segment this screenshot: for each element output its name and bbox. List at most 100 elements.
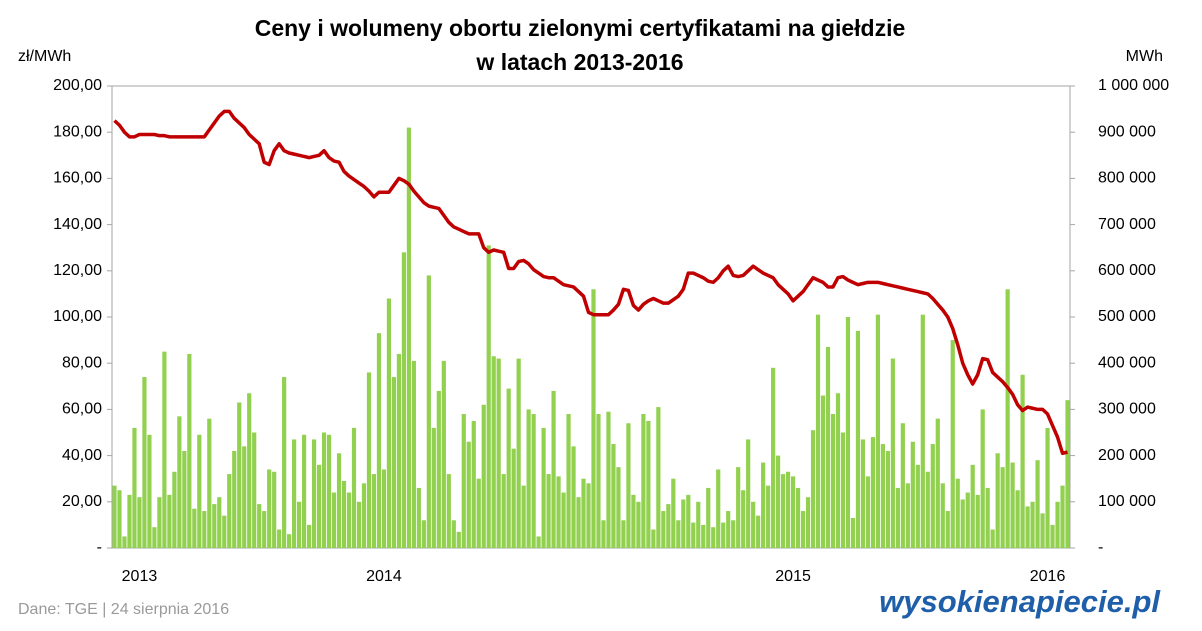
bar — [1035, 460, 1040, 548]
bar — [1060, 485, 1065, 548]
bar — [297, 501, 302, 548]
bar — [840, 432, 846, 548]
bar — [781, 474, 786, 548]
bar — [471, 420, 476, 548]
bar — [980, 409, 985, 548]
bar — [835, 393, 841, 548]
bar — [1050, 524, 1055, 548]
y2-tick-label: - — [1098, 539, 1103, 556]
x-tick-label: 2016 — [1030, 568, 1066, 585]
y-tick-label: 140,00 — [53, 216, 102, 233]
bar — [701, 524, 706, 548]
bar — [396, 353, 401, 548]
bar — [411, 360, 416, 548]
bar — [955, 478, 960, 548]
bar — [890, 358, 895, 548]
bar — [341, 481, 347, 548]
bar — [915, 464, 920, 548]
bar — [511, 448, 516, 548]
bar — [676, 520, 681, 548]
bar — [731, 520, 736, 548]
bar — [795, 487, 801, 548]
bar — [860, 439, 866, 548]
bar — [805, 497, 811, 548]
bar — [910, 441, 915, 548]
y2-tick-label: 700 000 — [1098, 216, 1156, 233]
bar — [127, 494, 132, 548]
bar — [112, 485, 117, 548]
bar — [242, 446, 247, 548]
bar — [441, 360, 446, 548]
bar — [496, 358, 501, 548]
bar — [187, 353, 192, 548]
bar — [506, 388, 511, 548]
bar — [521, 485, 526, 548]
bar — [421, 520, 426, 548]
bar — [576, 497, 581, 548]
bar — [232, 450, 237, 548]
bar — [237, 402, 242, 548]
bar — [830, 414, 836, 548]
bar — [671, 478, 676, 548]
y2-tick-label: 300 000 — [1098, 401, 1156, 418]
bar — [696, 501, 701, 548]
bar — [222, 515, 227, 548]
bar — [336, 453, 342, 548]
bar — [756, 515, 761, 548]
bar — [880, 444, 885, 548]
bar — [1015, 490, 1020, 548]
bar — [691, 522, 696, 548]
bar — [202, 511, 207, 548]
bar — [761, 462, 766, 548]
bar — [771, 367, 776, 548]
bar — [950, 340, 955, 548]
bar — [566, 414, 571, 548]
bar — [501, 474, 506, 548]
bar — [751, 501, 756, 548]
bar — [1055, 501, 1060, 548]
bar — [451, 520, 456, 548]
bar — [326, 434, 332, 548]
bar — [726, 511, 731, 548]
bar — [282, 377, 287, 548]
bar — [436, 390, 441, 548]
bar — [491, 356, 496, 548]
bar — [287, 534, 292, 548]
x-tick-label: 2014 — [366, 568, 402, 585]
bar — [162, 351, 167, 548]
bar — [292, 439, 297, 548]
bar — [172, 471, 177, 548]
bar — [596, 414, 601, 548]
bar — [766, 485, 771, 548]
y-tick-label: 180,00 — [53, 123, 102, 140]
bar — [646, 420, 651, 548]
bar — [117, 490, 122, 548]
bar — [321, 432, 327, 548]
bar — [461, 414, 466, 548]
bar — [1045, 427, 1050, 548]
bar — [361, 483, 367, 548]
bar — [207, 418, 212, 548]
bar — [556, 476, 561, 548]
bar — [626, 423, 631, 548]
bar — [736, 467, 741, 548]
bar — [975, 494, 980, 548]
bar — [386, 298, 392, 548]
bar — [431, 427, 436, 548]
bar — [925, 471, 930, 548]
bar — [885, 450, 890, 548]
y2-tick-label: 100 000 — [1098, 493, 1156, 510]
bar — [616, 467, 621, 548]
bar — [531, 414, 536, 548]
bar — [820, 395, 826, 548]
bar — [581, 478, 586, 548]
chart-title: w latach 2013-2016 — [475, 49, 683, 75]
bar — [252, 432, 257, 548]
bar — [586, 483, 591, 548]
bar — [1030, 501, 1035, 548]
bar — [591, 289, 596, 548]
bar — [516, 358, 521, 548]
bar — [656, 407, 661, 548]
bar — [456, 531, 461, 548]
